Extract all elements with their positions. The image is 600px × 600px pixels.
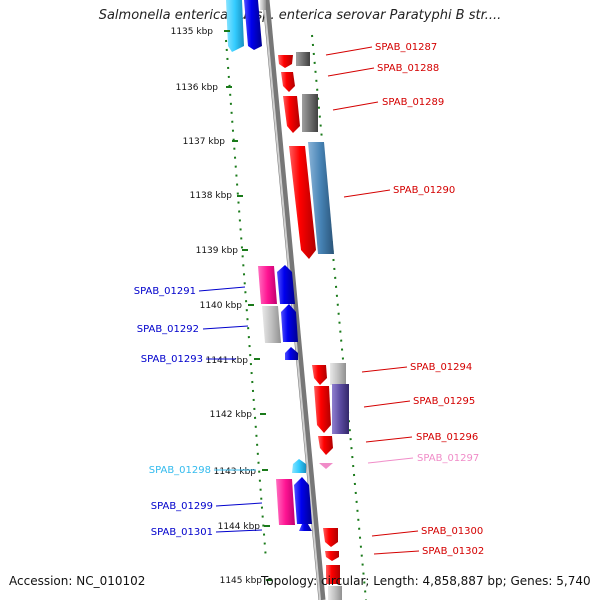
gene-glyph bbox=[281, 304, 298, 342]
gene-glyph bbox=[294, 477, 312, 524]
gene-label: SPAB_01295 bbox=[413, 396, 475, 407]
topology-text: Topology: circular; Length: 4,858,887 bp… bbox=[261, 574, 591, 588]
gene-glyph bbox=[292, 459, 306, 473]
tick-marks bbox=[224, 30, 272, 581]
gene-glyph bbox=[278, 55, 293, 68]
gene-glyph bbox=[283, 96, 300, 133]
tick-label: 1137 kbp bbox=[183, 137, 226, 147]
tick-label: 1144 kbp bbox=[218, 522, 261, 532]
gene-label: SPAB_01291 bbox=[134, 286, 196, 297]
tick-label: 1135 kbp bbox=[171, 27, 214, 37]
gene-glyph bbox=[312, 365, 327, 385]
gene-glyphs bbox=[226, 0, 349, 600]
gene-glyph bbox=[328, 586, 342, 600]
accession-text: Accession: NC_010102 bbox=[9, 574, 146, 588]
gene-glyph bbox=[318, 436, 333, 455]
gene-glyph bbox=[302, 94, 318, 132]
tick-label: 1142 kbp bbox=[210, 410, 253, 420]
gene-glyph bbox=[299, 524, 312, 531]
tick-label: 1143 kbp bbox=[214, 467, 257, 477]
gene-glyph bbox=[258, 266, 277, 304]
gene-glyph bbox=[319, 463, 333, 469]
gene-glyph bbox=[281, 72, 295, 92]
gene-glyph bbox=[262, 306, 281, 343]
gene-glyph bbox=[260, 0, 266, 10]
gene-glyph bbox=[276, 479, 295, 525]
forward-leader-lines bbox=[325, 46, 420, 555]
gene-label: SPAB_01289 bbox=[382, 97, 444, 108]
reverse-gene-labels: SPAB_01291 SPAB_01292 SPAB_01293 SPAB_01… bbox=[134, 286, 213, 538]
gene-glyph bbox=[332, 384, 349, 434]
tick-label: 1141 kbp bbox=[206, 356, 249, 366]
gene-label: SPAB_01290 bbox=[393, 185, 455, 196]
gene-glyph bbox=[289, 146, 316, 259]
gene-label: SPAB_01293 bbox=[141, 354, 203, 365]
gene-label: SPAB_01299 bbox=[151, 501, 213, 512]
gene-glyph bbox=[326, 565, 340, 584]
gene-glyph bbox=[323, 528, 338, 547]
map-title: Salmonella enterica subsp. enterica sero… bbox=[98, 8, 502, 23]
tick-label: 1136 kbp bbox=[176, 83, 219, 93]
gene-label: SPAB_01296 bbox=[416, 432, 478, 443]
gene-glyph bbox=[226, 0, 244, 52]
gene-glyph bbox=[325, 551, 339, 561]
gene-glyph bbox=[277, 265, 295, 304]
tick-labels: 1135 kbp 1136 kbp 1137 kbp 1138 kbp 1139… bbox=[171, 27, 263, 586]
gene-glyph bbox=[314, 386, 331, 433]
gene-label: SPAB_01297 bbox=[417, 453, 479, 464]
gene-glyph bbox=[296, 52, 310, 66]
gene-label: SPAB_01300 bbox=[421, 526, 483, 537]
forward-gene-labels: SPAB_01287 SPAB_01288 SPAB_01289 SPAB_01… bbox=[375, 42, 484, 557]
tick-label: 1138 kbp bbox=[190, 191, 233, 201]
gene-label: SPAB_01298 bbox=[149, 465, 211, 476]
gene-glyph bbox=[330, 363, 346, 385]
gene-label: SPAB_01301 bbox=[151, 527, 213, 538]
reverse-leader-lines bbox=[198, 286, 263, 533]
tick-label: 1140 kbp bbox=[200, 301, 243, 311]
gene-glyph bbox=[285, 347, 298, 360]
gene-label: SPAB_01302 bbox=[422, 546, 484, 557]
gene-label: SPAB_01287 bbox=[375, 42, 437, 53]
gene-glyph bbox=[244, 0, 262, 50]
tick-label: 1139 kbp bbox=[196, 246, 239, 256]
gene-glyph bbox=[308, 142, 334, 254]
gene-label: SPAB_01288 bbox=[377, 63, 439, 74]
gene-label: SPAB_01292 bbox=[137, 324, 199, 335]
tick-label: 1145 kbp bbox=[220, 576, 263, 586]
gene-label: SPAB_01294 bbox=[410, 362, 472, 373]
